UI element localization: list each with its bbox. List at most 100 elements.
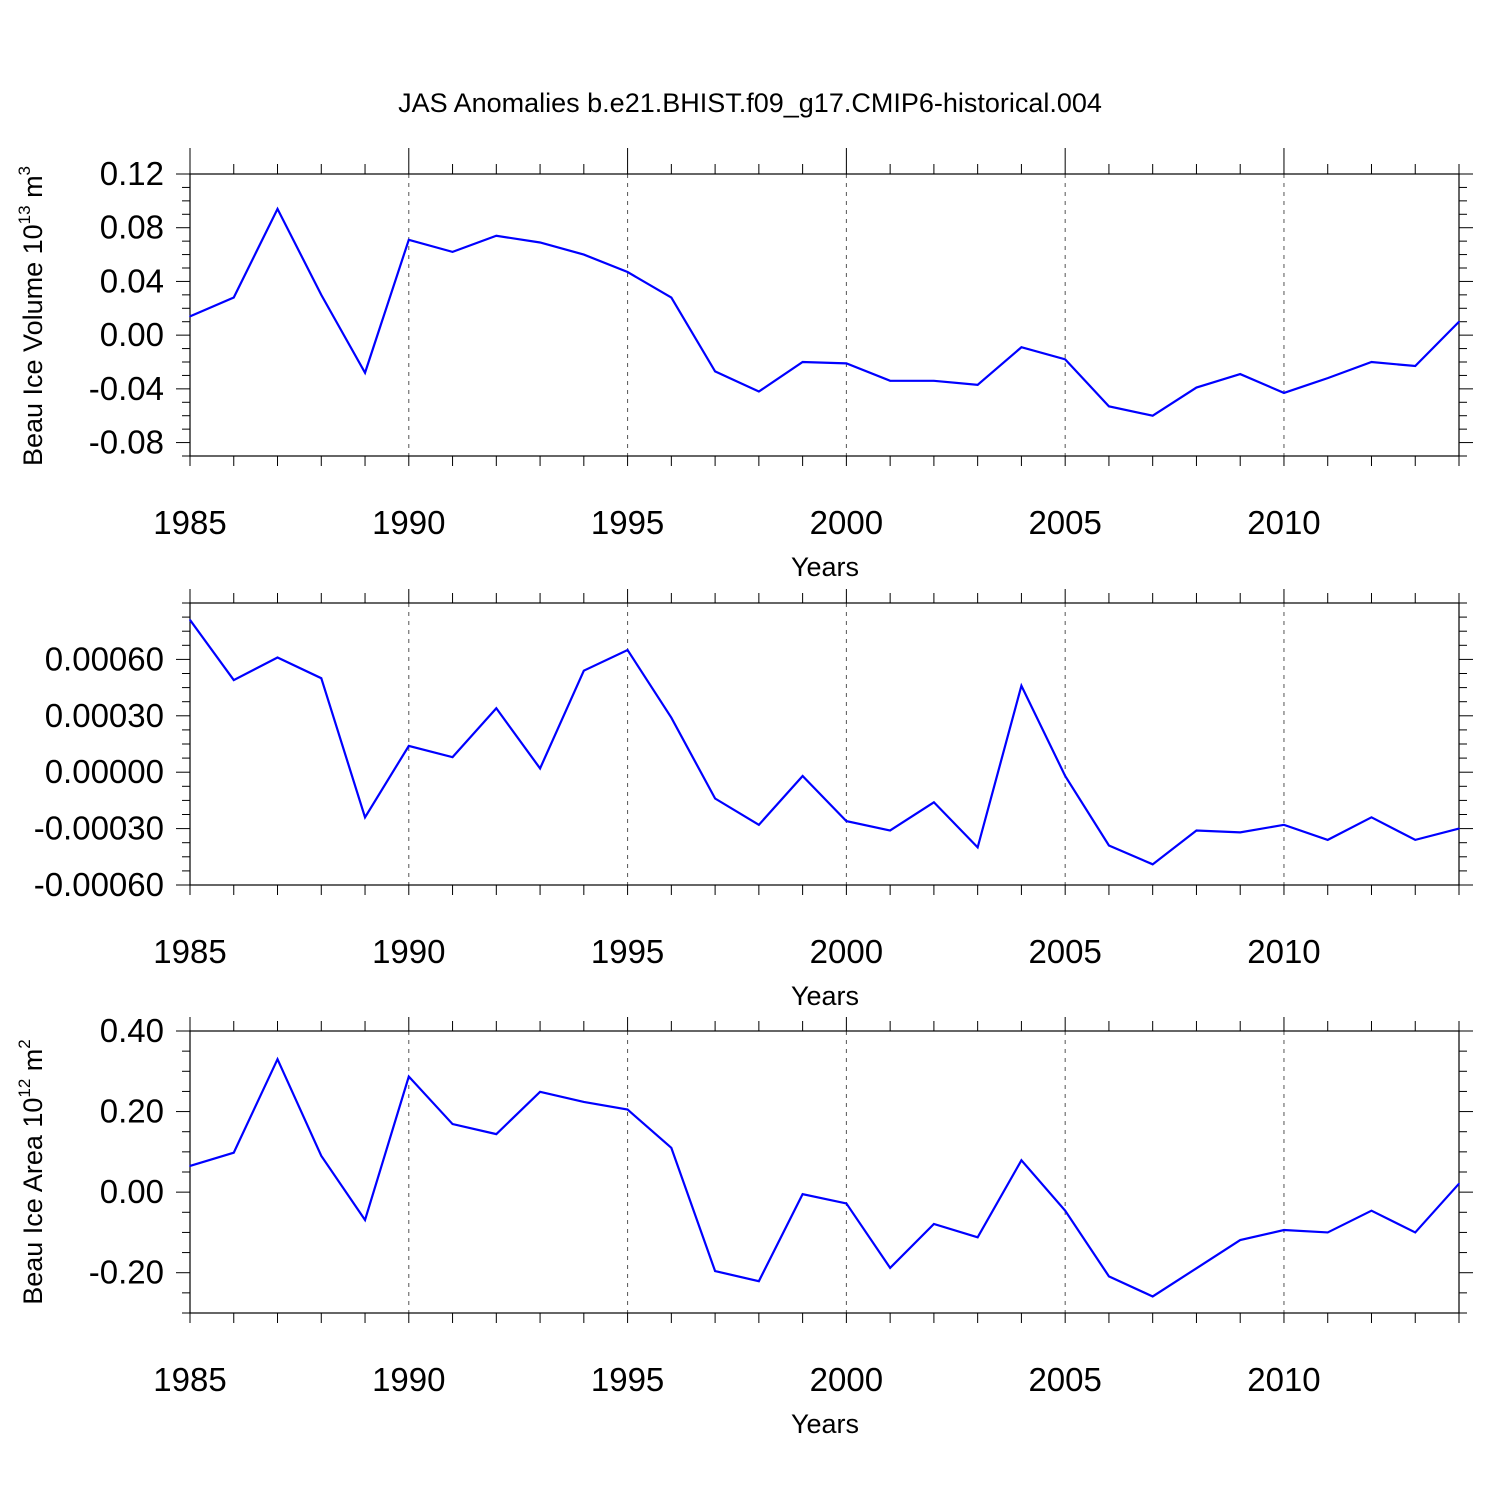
x-tick-label: 2005 [1028,504,1101,541]
x-tick-label: 2010 [1247,933,1320,970]
data-point [407,239,410,241]
y-tick-label: 0.00030 [45,697,164,734]
data-point [670,296,673,299]
panels: 1985 1990 1995 2000 2005 2010 Years 0.12 0.08 0.0… [15,148,1473,1439]
data-point [407,745,410,747]
data-point [364,371,366,374]
data-point [320,1155,323,1157]
data-point [364,816,366,819]
data-point [933,801,935,804]
data-point [889,380,891,382]
data-point [670,716,673,719]
x-tick-label: 2000 [810,933,883,970]
y-axis-title-mid: m [18,1049,48,1079]
x-tick-label: 1985 [153,933,226,970]
data-point [626,649,629,651]
data-point [1108,1275,1110,1278]
x-axis-title: Years [791,1409,859,1439]
x-axis-title: Years [791,981,859,1011]
series-line [189,619,1460,866]
plot-frame [189,173,1460,457]
data-point [1195,1267,1198,1270]
y-tick-label: -0.00060 [34,866,164,903]
data-point [189,1165,191,1167]
data-point [1020,346,1023,349]
y-axis-title: Beau Ice Area 1012 m2 [15,1039,48,1305]
y-axis-title-base: Beau Ice Volume 10 [18,224,48,466]
data-point [1414,365,1417,367]
x-axis-title: Years [791,552,859,582]
data-point [1326,377,1329,379]
data-point [276,1058,279,1060]
data-point [801,775,804,777]
data-point [1064,358,1066,361]
data-point [232,1151,235,1154]
data-point [1370,1209,1373,1212]
data-point [276,656,279,659]
data-point [451,251,454,253]
y-axis-title-sup1: 13 [15,205,34,224]
data-point [189,315,191,318]
data-point [1458,827,1460,830]
y-tick-label: 0.00000 [45,753,164,790]
data-point [1414,839,1417,841]
y-tick-label: 0.00 [100,1173,164,1210]
x-tick-label: 2000 [810,504,883,541]
data-point [1283,1229,1285,1231]
y-tick-label: -0.04 [89,370,164,407]
data-point [1283,824,1285,826]
data-point [1370,816,1373,819]
x-tick-label: 1995 [591,1361,664,1398]
x-tick-label: 2000 [810,1361,883,1398]
x-tick-label: 1985 [153,504,226,541]
figure-title: JAS Anomalies b.e21.BHIST.f09_g17.CMIP6-… [398,88,1102,118]
data-point [714,370,716,373]
y-tick-label: -0.00030 [34,810,164,847]
x-tick-label: 1985 [153,1361,226,1398]
y-tick-label: 0.08 [100,209,164,246]
data-point [1239,373,1242,375]
data-point [1151,1295,1154,1298]
data-point [495,234,498,237]
data-point [758,1280,760,1282]
data-point [495,707,498,710]
y-tick-label: 0.04 [100,262,164,299]
x-tick-label: 2010 [1247,1361,1320,1398]
data-point [1239,831,1242,834]
data-point [758,390,760,393]
series-line [189,206,1460,417]
data-point [583,253,585,256]
data-point [1370,361,1373,363]
x-tick-label: 2005 [1028,1361,1101,1398]
data-point [801,361,804,363]
y-tick-label: 0.00 [100,316,164,353]
y-axis-title-sup2: 2 [15,1039,34,1048]
data-point [976,846,979,849]
data-point [583,669,585,672]
y-tick-label: 0.20 [100,1093,164,1130]
data-point [1283,392,1285,394]
y-tick-label: 0.40 [100,1012,164,1049]
data-point [1239,1239,1242,1241]
data-point [889,1267,891,1269]
data-point [320,677,323,679]
data-point [670,1147,673,1149]
data-point [539,241,541,244]
data-point [1458,320,1460,323]
data-point [714,797,716,800]
x-tick-label: 2010 [1247,504,1320,541]
y-tick-label: 0.12 [100,155,164,192]
data-point [451,756,454,758]
data-point [364,1219,366,1221]
x-tick-label: 1995 [591,933,664,970]
x-tick-label: 1990 [372,1361,445,1398]
data-point [976,384,979,386]
data-point [1108,405,1110,408]
y-axis-title-sup1: 12 [15,1079,34,1098]
y-axis-title-base: Beau Ice Area 10 [18,1098,48,1305]
data-point [320,294,323,296]
data-point [407,1075,410,1078]
panel-2: 1985 1990 1995 2000 2005 2010 Years 0.00060 0.00… [34,589,1473,1011]
panel-1: 1985 1990 1995 2000 2005 2010 Years 0.12 0.08 0.0… [15,148,1473,582]
